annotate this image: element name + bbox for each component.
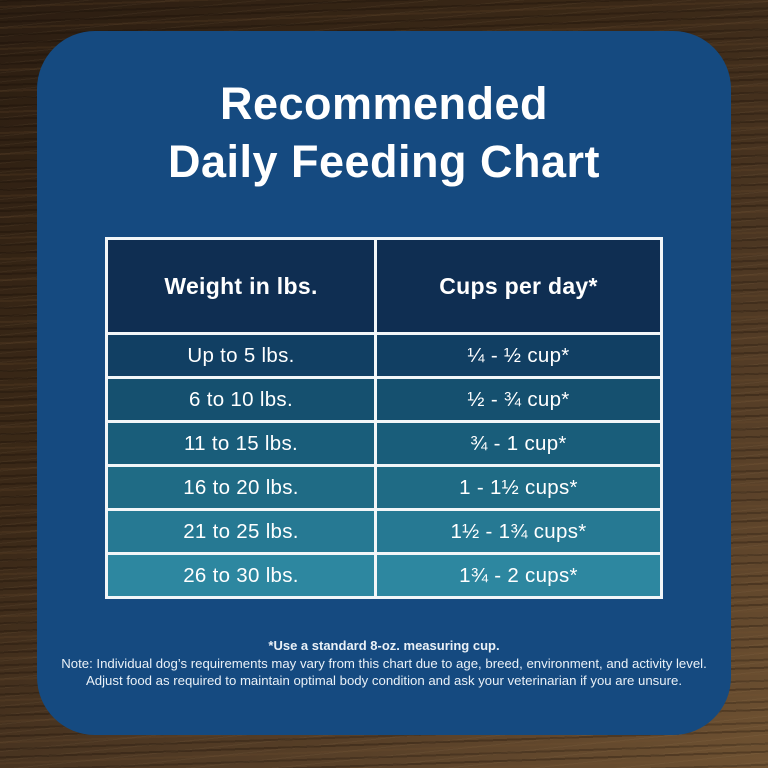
footnote-adjust-line: Adjust food as required to maintain opti… [86, 672, 682, 688]
page-title-line-1: Recommended [219, 78, 549, 129]
cups-cell: 1¾ - 2 cups* [377, 555, 660, 596]
weight-column-header: Weight in lbs. [108, 240, 374, 332]
weight-cell: 6 to 10 lbs. [108, 379, 374, 420]
feeding-chart-card: Recommended Daily Feeding Chart Weight i… [37, 31, 731, 735]
cups-cell: 1½ - 1¾ cups* [377, 511, 660, 552]
weight-cell: Up to 5 lbs. [108, 335, 374, 376]
cups-cell: 1 - 1½ cups* [377, 467, 660, 508]
footnote-note-line: Note: Individual dog’s requirements may … [61, 656, 707, 671]
cups-column-header: Cups per day* [377, 240, 660, 332]
footnote-measuring-cup: *Use a standard 8-oz. measuring cup. [268, 638, 500, 653]
weight-cell: 26 to 30 lbs. [108, 555, 374, 596]
page-title: Recommended Daily Feeding Chart [37, 75, 731, 191]
cups-cell: ¼ - ½ cup* [377, 335, 660, 376]
footnote: *Use a standard 8-oz. measuring cup. Not… [37, 638, 731, 689]
weight-cell: 21 to 25 lbs. [108, 511, 374, 552]
cups-cell: ¾ - 1 cup* [377, 423, 660, 464]
feeding-table: Weight in lbs. Cups per day* Up to 5 lbs… [105, 237, 663, 599]
page-title-line-2: Daily Feeding Chart [167, 136, 601, 187]
weight-cell: 16 to 20 lbs. [108, 467, 374, 508]
weight-cell: 11 to 15 lbs. [108, 423, 374, 464]
cups-cell: ½ - ¾ cup* [377, 379, 660, 420]
